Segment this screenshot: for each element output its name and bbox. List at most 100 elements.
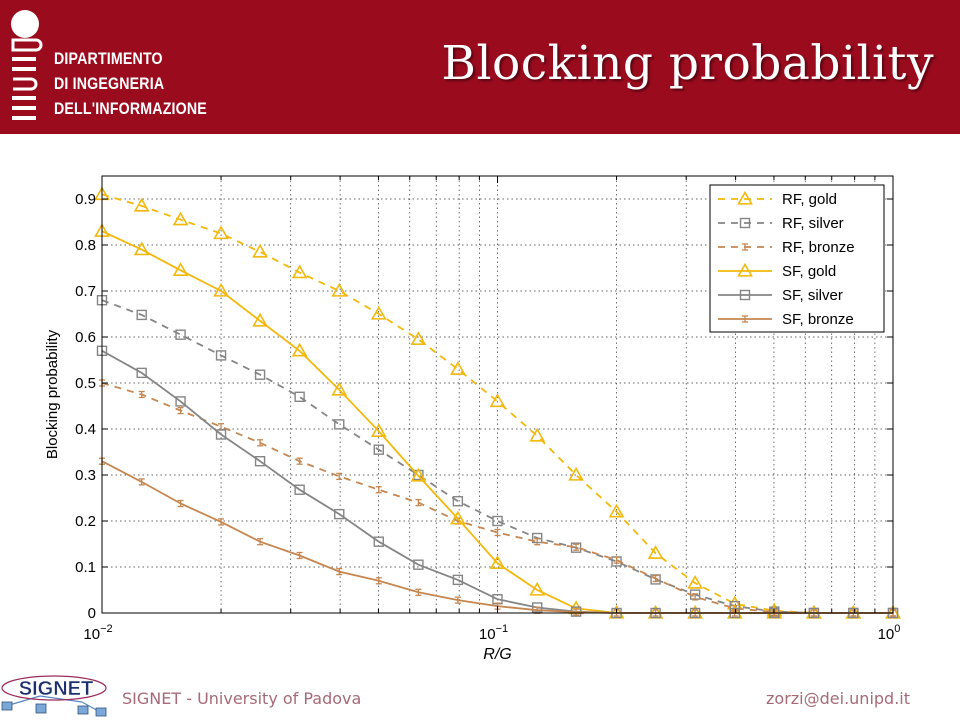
legend-marker-sf-silver xyxy=(739,289,751,301)
x-axis-label: R/G xyxy=(483,646,511,663)
data-point-rf-bronze xyxy=(534,538,541,546)
data-point-sf-bronze xyxy=(336,567,343,576)
data-point-rf-bronze xyxy=(177,406,184,415)
data-point-rf-bronze xyxy=(257,439,264,447)
legend-marker-rf-bronze xyxy=(742,243,748,251)
data-point-sf-gold xyxy=(172,262,189,276)
data-point-sf-silver xyxy=(215,429,227,440)
data-point-sf-bronze xyxy=(415,588,422,596)
y-tick-label: 0.6 xyxy=(75,329,96,346)
data-point-sf-gold xyxy=(529,581,546,596)
data-point-sf-bronze xyxy=(454,596,461,604)
data-point-rf-silver xyxy=(492,515,503,527)
data-point-rf-silver xyxy=(136,309,147,321)
data-point-sf-gold xyxy=(410,467,427,482)
data-point-rf-gold xyxy=(172,211,189,226)
data-point-rf-gold xyxy=(410,331,427,345)
data-point-rf-gold xyxy=(608,503,625,518)
y-axis-label: Blocking probability xyxy=(44,329,61,459)
footer-affiliation: SIGNET - University of Padova xyxy=(122,689,362,708)
data-point-rf-bronze xyxy=(573,543,580,551)
data-point-rf-bronze xyxy=(138,390,145,399)
y-tick-label: 0.9 xyxy=(75,191,96,208)
slide-title: Blocking probability xyxy=(441,36,934,91)
legend-label-rf-bronze: RF, bronze xyxy=(782,239,855,256)
data-point-rf-gold xyxy=(450,361,466,375)
data-point-rf-gold xyxy=(252,243,268,258)
legend-box xyxy=(709,184,885,333)
data-point-sf-gold xyxy=(489,555,506,569)
data-point-sf-bronze xyxy=(257,538,264,546)
slide-header: DIPARTIMENTO DI INGEGNERIA DELL'INFORMAZ… xyxy=(0,0,960,134)
legend-label-rf-silver: RF, silver xyxy=(782,215,844,232)
data-point-rf-bronze xyxy=(692,593,699,601)
y-tick-label: 0.1 xyxy=(75,559,96,576)
data-point-sf-silver xyxy=(294,484,305,495)
data-point-rf-gold xyxy=(687,574,704,589)
data-point-rf-gold xyxy=(568,466,584,481)
data-point-sf-gold xyxy=(252,312,268,327)
legend-marker-rf-silver xyxy=(739,217,751,229)
data-point-sf-silver xyxy=(334,508,345,520)
y-tick-label: 0.7 xyxy=(75,283,96,300)
data-point-sf-gold xyxy=(213,282,229,297)
data-point-sf-bronze xyxy=(573,608,580,616)
legend-marker-rf-gold xyxy=(737,190,753,205)
signet-logo-icon: SIGNET xyxy=(1,675,107,717)
data-point-rf-silver xyxy=(373,444,384,455)
data-point-sf-bronze xyxy=(296,551,303,560)
data-point-sf-bronze xyxy=(218,518,225,526)
data-point-rf-gold xyxy=(213,225,229,240)
legend-label-rf-gold: RF, gold xyxy=(782,191,837,208)
x-tick-label: 100 xyxy=(878,623,901,643)
data-point-sf-gold xyxy=(331,381,348,396)
footer-email: zorzi@dei.unipd.it xyxy=(766,689,910,708)
y-tick-label: 0.3 xyxy=(75,467,96,484)
data-point-rf-bronze xyxy=(375,486,382,494)
y-tick-label: 0.4 xyxy=(75,421,96,438)
data-point-sf-gold xyxy=(291,342,308,357)
data-point-sf-bronze xyxy=(375,577,382,585)
data-point-rf-gold xyxy=(529,427,546,442)
data-point-sf-bronze xyxy=(177,499,184,508)
legend-marker-sf-bronze xyxy=(742,315,748,323)
data-point-rf-silver xyxy=(175,329,186,340)
series-line-rf-silver xyxy=(101,299,893,614)
data-point-rf-silver xyxy=(334,419,345,430)
y-tick-label: 0 xyxy=(88,605,96,622)
data-point-rf-gold xyxy=(291,264,308,279)
data-point-sf-silver xyxy=(373,536,384,547)
department-name-line-3: DELL'INFORMAZIONE xyxy=(54,100,207,118)
y-tick-label: 0.8 xyxy=(75,237,96,254)
data-point-sf-silver xyxy=(254,456,266,467)
legend-marker-sf-gold xyxy=(737,262,753,277)
signet-logo-text: SIGNET xyxy=(19,678,93,700)
data-point-rf-silver xyxy=(254,369,266,380)
legend-label-sf-bronze: SF, bronze xyxy=(782,311,854,328)
data-point-sf-silver xyxy=(175,396,186,407)
data-point-rf-bronze xyxy=(494,528,501,537)
data-point-rf-bronze xyxy=(336,472,343,481)
data-point-rf-silver xyxy=(294,391,305,403)
data-point-sf-silver xyxy=(413,559,424,570)
data-point-rf-gold xyxy=(647,545,664,559)
department-name-line-2: DI INGEGNERIA xyxy=(54,75,165,93)
data-point-sf-gold xyxy=(370,423,387,437)
data-point-rf-gold xyxy=(370,305,387,320)
data-point-sf-gold xyxy=(450,510,466,525)
legend: RF, gold RF, silver RF, bronze SF, gold SF, … xyxy=(709,184,885,333)
university-logo-icon xyxy=(11,10,43,120)
legend-label-sf-gold: SF, gold xyxy=(782,263,836,280)
data-point-rf-gold xyxy=(133,197,150,212)
legend-label-sf-silver: SF, silver xyxy=(782,287,843,304)
y-tick-label: 0.5 xyxy=(75,375,96,392)
y-tick-label: 0.2 xyxy=(75,513,96,530)
x-tick-label: 10−2 xyxy=(83,623,112,643)
data-point-sf-silver xyxy=(136,367,147,379)
data-point-sf-gold xyxy=(133,241,150,256)
data-point-rf-silver xyxy=(215,350,227,361)
axes: 0 0.1 0.2 0.3 0.4 0.5 0.6 0.7 0.8 0.9 10−2 10−1 100 R… xyxy=(44,175,901,663)
department-name-line-1: DIPARTIMENTO xyxy=(54,50,163,68)
data-point-rf-bronze xyxy=(296,457,303,465)
data-point-rf-gold xyxy=(489,393,506,408)
